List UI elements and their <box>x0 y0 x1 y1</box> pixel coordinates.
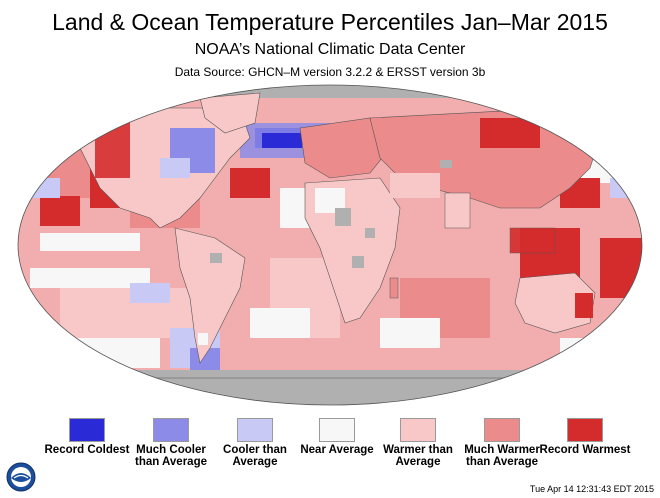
legend-label-cooler: Cooler than Average <box>223 444 287 468</box>
sa-no-data <box>210 253 222 263</box>
globe-outline <box>17 84 643 406</box>
timestamp: Tue Apr 14 12:31:43 EDT 2015 <box>529 484 654 494</box>
arctic-no-data <box>18 85 642 98</box>
legend-swatch-much-warmer <box>484 418 520 442</box>
africa-no-data-3 <box>352 256 364 268</box>
pacific-cooler <box>30 178 60 198</box>
na-west-record <box>95 118 130 178</box>
legend-label-much-cooler: Much Cooler than Average <box>134 444 207 468</box>
percentile-map <box>17 84 643 406</box>
middle-east-warmer <box>390 173 440 198</box>
legend-label-near: Near Average <box>300 444 374 456</box>
asia-record-warm <box>480 118 540 148</box>
australia-south-near <box>560 338 620 363</box>
pacific-near <box>40 233 140 251</box>
legend-swatch-record-warmest <box>567 418 603 442</box>
north-pacific-cool <box>610 178 640 198</box>
south-america-land <box>174 227 246 364</box>
se-asia-islands <box>509 227 556 254</box>
south-atlantic-near <box>250 308 310 338</box>
sa-near <box>198 333 208 345</box>
africa-no-data-2 <box>365 228 375 238</box>
legend-label-record-warmest: Record Warmest <box>539 444 631 456</box>
india-warmer <box>444 192 471 229</box>
north-atlantic-cold-core <box>262 133 302 148</box>
indian-ocean-near <box>380 318 440 348</box>
antarctica-land <box>18 377 642 405</box>
map-subtitle: NOAA’s National Climatic Data Center <box>194 41 466 58</box>
pacific-record-warm <box>40 196 80 226</box>
legend-swatch-much-cooler <box>153 418 189 442</box>
legend-label-record-coldest: Record Coldest <box>44 444 130 456</box>
legend-label-much-warmer: Much Warmer than Average <box>464 444 540 468</box>
asia-no-data <box>440 160 452 168</box>
east-pacific-record <box>600 238 642 298</box>
africa-no-data <box>335 208 351 226</box>
new-zealand <box>609 322 617 342</box>
map-title: Land & Ocean Temperature Percentiles Jan… <box>52 9 608 35</box>
legend-swatch-near <box>319 418 355 442</box>
australia-record <box>575 293 593 318</box>
pacific-near-2 <box>30 268 150 288</box>
madagascar <box>389 277 399 299</box>
pacific-cooler-2 <box>130 283 170 303</box>
data-source: Data Source: GHCN–M version 3.2.2 & ERSS… <box>174 65 486 79</box>
legend-swatch-warmer <box>400 418 436 442</box>
legend-label-warmer: Warmer than Average <box>383 444 453 468</box>
southern-ocean-much-cool <box>190 348 220 370</box>
na-east-cooler <box>160 158 190 178</box>
atlantic-warm <box>230 168 270 198</box>
greenland-land <box>199 92 261 134</box>
legend-swatch-record-coldest <box>69 418 105 442</box>
legend-swatch-cooler <box>237 418 273 442</box>
noaa-logo-icon <box>6 462 36 492</box>
world-map <box>0 78 660 408</box>
